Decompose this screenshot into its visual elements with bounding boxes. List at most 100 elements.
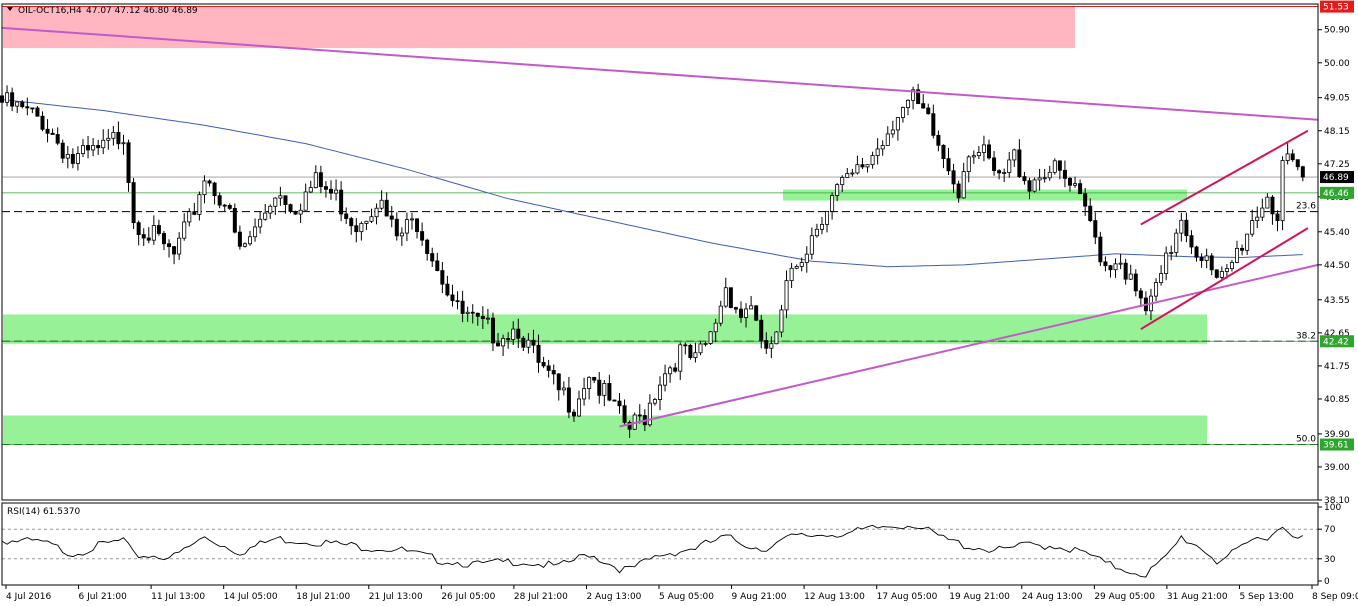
candle-body: [1052, 160, 1057, 173]
price-tag-text: 46.46: [1323, 189, 1349, 199]
candle-body: [850, 172, 855, 175]
candle-body: [723, 287, 728, 307]
candle: [1219, 266, 1224, 282]
candle: [25, 97, 30, 116]
candle-body: [10, 92, 15, 107]
candle: [273, 197, 278, 215]
candle-body: [323, 186, 328, 190]
level-price-tag: 39.61: [1320, 438, 1354, 451]
candle-body: [921, 103, 926, 109]
candle: [865, 164, 870, 173]
candle-body: [435, 260, 440, 271]
candle-body: [845, 173, 850, 178]
candle-body: [151, 225, 156, 241]
candle: [359, 221, 364, 241]
candle: [212, 181, 217, 205]
candle-body: [607, 383, 612, 401]
candle-body: [354, 225, 359, 233]
candle-body: [1229, 262, 1234, 270]
candle: [1047, 165, 1052, 181]
candle: [156, 219, 161, 236]
candle: [101, 129, 106, 155]
moving-average-line: [1, 99, 1303, 268]
candle-body: [455, 300, 460, 303]
y-tick-label: 44.50: [1324, 261, 1350, 271]
candle-body: [1295, 159, 1300, 168]
candle-body: [830, 195, 835, 212]
candle: [1027, 177, 1032, 200]
candle-body: [1073, 183, 1078, 186]
candle: [369, 208, 374, 223]
candle: [404, 212, 409, 242]
candle: [15, 101, 20, 114]
candle-body: [141, 234, 146, 239]
candle-body: [738, 308, 743, 318]
candle-body: [627, 421, 632, 430]
candle: [323, 181, 328, 198]
candle: [217, 192, 222, 209]
y-tick-label: 41.75: [1324, 362, 1350, 372]
candle-body: [1219, 271, 1224, 278]
candle-body: [966, 156, 971, 172]
candle: [207, 179, 212, 187]
candle: [1088, 198, 1093, 223]
x-tick-label: 2 Aug 13:00: [586, 592, 641, 602]
candle-body: [875, 148, 880, 156]
candle: [440, 261, 445, 294]
candle: [1300, 165, 1305, 182]
candle-body: [1088, 205, 1093, 222]
candle: [227, 203, 232, 210]
candle: [966, 155, 971, 183]
candle: [298, 203, 303, 223]
candle: [1022, 171, 1027, 185]
candle-body: [268, 205, 273, 214]
candle-body: [217, 195, 222, 206]
candle: [1108, 264, 1113, 278]
candle-body: [379, 199, 384, 209]
candle-body: [1128, 273, 1133, 280]
candle: [516, 318, 521, 349]
candle-body: [561, 387, 566, 391]
candle: [1290, 149, 1295, 162]
candle-body: [1159, 273, 1164, 284]
candle: [1123, 258, 1128, 285]
candle: [617, 393, 622, 414]
candle-body: [91, 145, 96, 151]
candle: [187, 208, 192, 227]
candle-body: [733, 307, 738, 310]
candle-body: [465, 311, 470, 314]
candle: [718, 300, 723, 327]
candle: [35, 105, 40, 117]
candle-body: [865, 164, 870, 168]
candle: [703, 341, 708, 347]
y-tick-label: 39.90: [1324, 430, 1350, 440]
channel-line: [1140, 227, 1309, 331]
candle: [136, 220, 141, 246]
candle-body: [237, 231, 242, 247]
price-tag-text: 42.42: [1323, 337, 1349, 347]
candle-body: [232, 207, 237, 233]
fib-label: 50.0: [1296, 435, 1316, 445]
candle: [1078, 179, 1083, 195]
candle-body: [1235, 247, 1240, 263]
candle: [1032, 177, 1037, 193]
candle: [1245, 233, 1250, 255]
candle-body: [718, 305, 723, 324]
candle: [693, 342, 698, 363]
candle-body: [136, 222, 141, 235]
candle-body: [622, 405, 627, 423]
candle: [293, 210, 298, 215]
candle-body: [283, 195, 288, 205]
candle-body: [1260, 207, 1265, 218]
candle-body: [1108, 265, 1113, 271]
x-tick-label: 26 Jul 05:00: [441, 592, 495, 602]
candle: [1113, 258, 1118, 278]
candle: [652, 397, 657, 406]
candle-body: [1133, 273, 1138, 292]
candle-body: [303, 191, 308, 211]
candle: [521, 335, 526, 352]
candle: [723, 277, 728, 308]
candle-body: [182, 221, 187, 239]
candle-body: [587, 376, 592, 389]
candle-body: [121, 142, 126, 145]
